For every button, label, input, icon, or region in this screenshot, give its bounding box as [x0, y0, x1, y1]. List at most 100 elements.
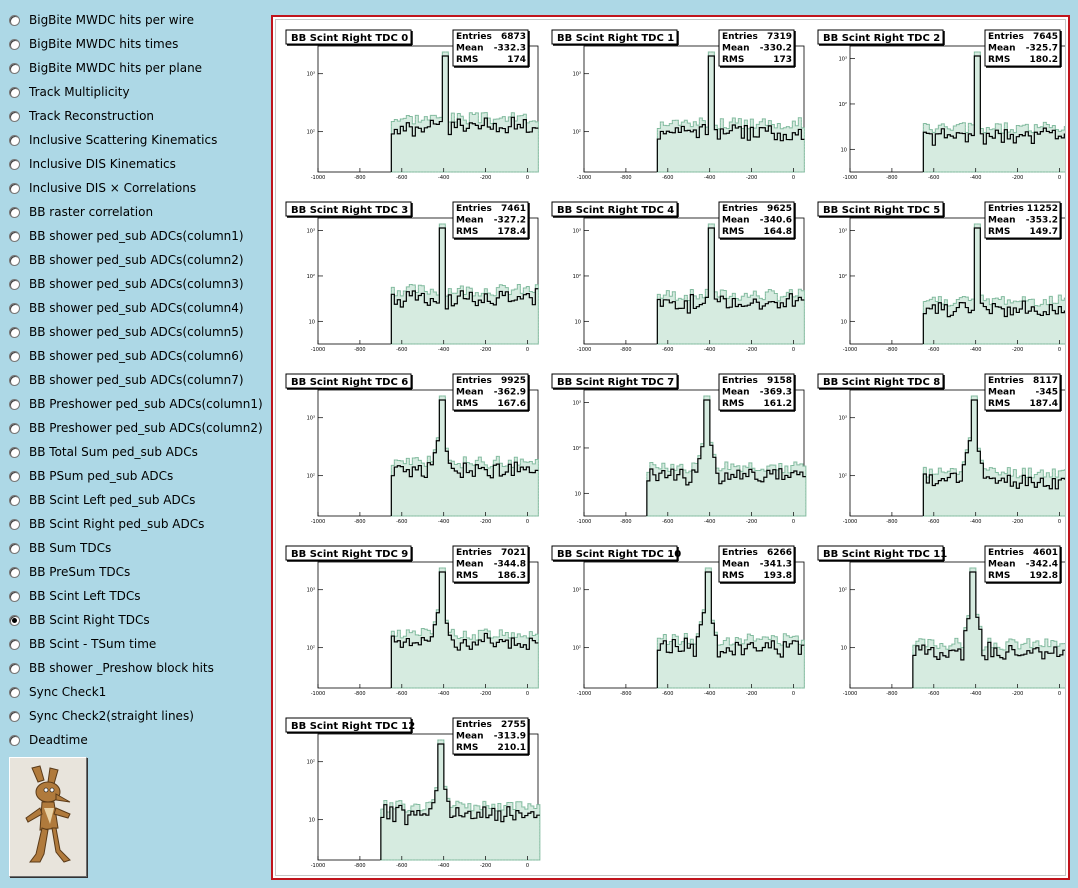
radio-button[interactable]	[9, 494, 20, 506]
radio-item-bb-shower-ped-sub-adcs-column7[interactable]: BB shower ped_sub ADCs(column7)	[9, 370, 244, 390]
histogram-panel-tdc-1: -1000 -800 -600 -400 -200 0 10³ 10² BB Scint Rig…	[551, 29, 805, 181]
stats-value-rms: 193.8	[764, 571, 792, 581]
stats-label-mean: Mean	[988, 560, 1016, 570]
stats-label-entries: Entries	[722, 32, 758, 42]
radio-label: BB Preshower ped_sub ADCs(column2)	[29, 421, 263, 435]
x-tick-label: -200	[746, 691, 757, 697]
radio-button[interactable]	[9, 14, 20, 26]
radio-item-bb-scint-left-ped-sub-adcs[interactable]: BB Scint Left ped_sub ADCs	[9, 490, 195, 510]
radio-item-bb-scint-left-tdcs[interactable]: BB Scint Left TDCs	[9, 586, 141, 606]
radio-button[interactable]	[9, 446, 20, 458]
x-tick-label: -1000	[843, 175, 858, 181]
radio-button[interactable]	[9, 206, 20, 218]
radio-button[interactable]	[9, 110, 20, 122]
radio-item-bb-scint-tsum-time[interactable]: BB Scint - TSum time	[9, 634, 156, 654]
x-tick-label: -1000	[843, 347, 858, 353]
radio-item-bb-shower-ped-sub-adcs-column4[interactable]: BB shower ped_sub ADCs(column4)	[9, 298, 244, 318]
radio-item-bigbite-mwdc-hits-per-plane[interactable]: BigBite MWDC hits per plane	[9, 58, 202, 78]
histogram-texture	[391, 51, 539, 173]
radio-button[interactable]	[9, 638, 20, 650]
radio-button[interactable]	[9, 134, 20, 146]
radio-button[interactable]	[9, 710, 20, 722]
x-tick-label: -400	[438, 347, 449, 353]
radio-label: BigBite MWDC hits per plane	[29, 61, 203, 75]
radio-item-sync-check2-straight-lines[interactable]: Sync Check2(straight lines)	[9, 706, 194, 726]
radio-item-track-multiplicity[interactable]: Track Multiplicity	[9, 82, 130, 102]
radio-item-bigbite-mwdc-hits-times[interactable]: BigBite MWDC hits times	[9, 34, 178, 54]
histogram-canvas[interactable]: -1000 -800 -600 -400 -200 0 10³ 10² BB Scint Rig…	[271, 15, 1073, 880]
histogram-title-text: BB Scint Right TDC 11	[823, 549, 947, 560]
radio-item-bb-preshower-ped-sub-adcs-column1[interactable]: BB Preshower ped_sub ADCs(column1)	[9, 394, 263, 414]
radio-label: Inclusive Scattering Kinematics	[29, 133, 218, 147]
radio-item-bb-sum-tdcs[interactable]: BB Sum TDCs	[9, 538, 111, 558]
radio-label: Sync Check2(straight lines)	[29, 709, 194, 723]
histogram-line	[380, 743, 540, 860]
radio-button[interactable]	[9, 158, 20, 170]
radio-item-bb-shower-ped-sub-adcs-column1[interactable]: BB shower ped_sub ADCs(column1)	[9, 226, 244, 246]
radio-button[interactable]	[9, 542, 20, 554]
radio-item-bb-psum-ped-sub-adcs[interactable]: BB PSum ped_sub ADCs	[9, 466, 173, 486]
histogram-title-text: BB Scint Right TDC 0	[291, 33, 408, 44]
radio-item-bb-presum-tdcs[interactable]: BB PreSum TDCs	[9, 562, 130, 582]
radio-button[interactable]	[9, 614, 20, 626]
radio-item-bb-scint-right-tdcs[interactable]: BB Scint Right TDCs	[9, 610, 150, 630]
stats-value-mean: -362.9	[494, 388, 526, 398]
radio-item-bb-raster-correlation[interactable]: BB raster correlation	[9, 202, 153, 222]
x-tick-label: -1000	[311, 863, 326, 869]
radio-button[interactable]	[9, 254, 20, 266]
x-tick-label: -800	[354, 347, 365, 353]
x-tick-label: 0	[1058, 347, 1061, 353]
radio-item-bb-shower-preshow-block-hits[interactable]: BB shower _Preshow block hits	[9, 658, 214, 678]
radio-button[interactable]	[9, 590, 20, 602]
y-tick-label: 10³	[573, 588, 581, 594]
coyote-logo-button[interactable]	[9, 757, 87, 877]
x-tick-label: 0	[792, 691, 795, 697]
radio-button[interactable]	[9, 422, 20, 434]
radio-item-bb-shower-ped-sub-adcs-column6[interactable]: BB shower ped_sub ADCs(column6)	[9, 346, 244, 366]
x-tick-label: -600	[662, 691, 673, 697]
stats-label-entries: Entries	[988, 376, 1024, 386]
radio-item-bigbite-mwdc-hits-per-wire[interactable]: BigBite MWDC hits per wire	[9, 10, 194, 30]
histogram-line	[922, 55, 1071, 172]
radio-item-bb-shower-ped-sub-adcs-column2[interactable]: BB shower ped_sub ADCs(column2)	[9, 250, 244, 270]
stats-label-mean: Mean	[988, 44, 1016, 54]
radio-item-bb-total-sum-ped-sub-adcs[interactable]: BB Total Sum ped_sub ADCs	[9, 442, 198, 462]
radio-item-deadtime[interactable]: Deadtime	[9, 730, 88, 750]
radio-item-bb-scint-right-ped-sub-adcs[interactable]: BB Scint Right ped_sub ADCs	[9, 514, 204, 534]
x-tick-label: -200	[1012, 175, 1023, 181]
radio-button[interactable]	[9, 302, 20, 314]
radio-item-track-reconstruction[interactable]: Track Reconstruction	[9, 106, 154, 126]
stats-value-rms: 173	[773, 55, 792, 65]
radio-button[interactable]	[9, 230, 20, 242]
radio-button[interactable]	[9, 398, 20, 410]
radio-item-inclusive-dis-kinematics[interactable]: Inclusive DIS Kinematics	[9, 154, 176, 174]
radio-button[interactable]	[9, 374, 20, 386]
x-tick-label: 0	[1058, 175, 1061, 181]
stats-value-rms: 192.8	[1030, 571, 1058, 581]
histogram-panel-tdc-10: -1000 -800 -600 -400 -200 0 10³ 10² BB Scint Rig…	[551, 545, 805, 697]
radio-button[interactable]	[9, 86, 20, 98]
radio-item-bb-preshower-ped-sub-adcs-column2[interactable]: BB Preshower ped_sub ADCs(column2)	[9, 418, 263, 438]
radio-button[interactable]	[9, 326, 20, 338]
radio-label: BigBite MWDC hits per wire	[29, 13, 194, 27]
radio-button[interactable]	[9, 350, 20, 362]
radio-button[interactable]	[9, 278, 20, 290]
stats-box: Entries 7021 Mean -344.8 RMS 186.3	[452, 545, 530, 584]
radio-button[interactable]	[9, 470, 20, 482]
radio-button[interactable]	[9, 38, 20, 50]
radio-button[interactable]	[9, 734, 20, 746]
radio-button[interactable]	[9, 566, 20, 578]
radio-button[interactable]	[9, 182, 20, 194]
radio-item-inclusive-scattering-kinematics[interactable]: Inclusive Scattering Kinematics	[9, 130, 217, 150]
stats-label-mean: Mean	[988, 216, 1016, 226]
radio-button[interactable]	[9, 686, 20, 698]
radio-button[interactable]	[9, 518, 20, 530]
radio-item-bb-shower-ped-sub-adcs-column3[interactable]: BB shower ped_sub ADCs(column3)	[9, 274, 244, 294]
radio-item-bb-shower-ped-sub-adcs-column5[interactable]: BB shower ped_sub ADCs(column5)	[9, 322, 244, 342]
radio-item-inclusive-dis-correlations[interactable]: Inclusive DIS × Correlations	[9, 178, 196, 198]
radio-button[interactable]	[9, 662, 20, 674]
x-tick-label: -200	[480, 863, 491, 869]
y-tick-label: 10³	[573, 229, 581, 235]
radio-item-sync-check1[interactable]: Sync Check1	[9, 682, 106, 702]
radio-button[interactable]	[9, 62, 20, 74]
